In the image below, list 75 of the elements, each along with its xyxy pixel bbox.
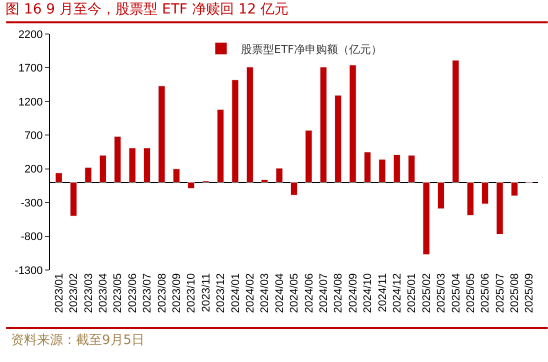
x-tick-label: 2024/04 <box>274 273 286 313</box>
x-tick-label: 2025/06 <box>480 273 492 313</box>
bar <box>55 172 62 183</box>
bar <box>99 155 106 183</box>
y-tick-label: -300 <box>20 197 43 210</box>
chart-title: 图 16 9 月至今，股票型 ETF 净赎回 12 亿元 <box>5 1 289 18</box>
x-tick-label: 2023/04 <box>97 273 110 313</box>
y-tick-label: 200 <box>24 164 43 176</box>
bar <box>290 182 298 196</box>
y-tick-label: -1300 <box>14 264 43 277</box>
y-tick-label: 2200 <box>18 28 43 41</box>
x-tick-label: 2023/01 <box>53 273 66 313</box>
bar <box>172 168 180 183</box>
x-tick-label: 2025/03 <box>436 273 448 313</box>
x-tick-label: 2023/08 <box>156 273 168 313</box>
x-tick-label: 2024/01 <box>230 273 242 313</box>
x-tick-label: 2023/06 <box>126 273 139 313</box>
bar <box>216 109 224 183</box>
bar <box>452 60 460 183</box>
bar <box>378 159 386 183</box>
y-tick-label: 1700 <box>18 62 43 75</box>
x-tick-label: 2025/04 <box>450 273 462 313</box>
x-tick-label: 2023/12 <box>215 273 228 313</box>
bar <box>246 66 254 183</box>
bar <box>261 179 268 183</box>
y-tick-label: -800 <box>20 231 43 244</box>
x-tick-label: 2024/10 <box>362 273 374 313</box>
x-tick-label: 2023/02 <box>68 273 80 313</box>
x-tick-label: 2024/09 <box>347 273 360 313</box>
bar <box>349 64 356 183</box>
x-tick-label: 2024/11 <box>376 273 389 312</box>
y-tick-label: 1200 <box>18 96 43 108</box>
x-tick-label: 2023/07 <box>142 273 154 313</box>
x-tick-label: 2023/09 <box>170 273 183 313</box>
bar <box>466 182 474 216</box>
bar <box>114 136 122 183</box>
bar <box>188 182 195 189</box>
x-tick-label: 2023/03 <box>82 273 95 313</box>
x-tick-label: 2024/06 <box>303 273 316 313</box>
x-tick-label: 2023/10 <box>186 273 198 313</box>
x-tick-label: 2025/08 <box>509 273 522 313</box>
bar <box>232 80 239 183</box>
x-tick-label: 2025/02 <box>420 273 433 313</box>
bar <box>320 66 327 183</box>
x-tick-label: 2024/12 <box>391 273 404 313</box>
legend-label: 股票型ETF净申购额（亿元） <box>241 42 382 56</box>
y-tick-label: 700 <box>24 130 43 142</box>
x-tick-label: 2023/05 <box>112 273 124 313</box>
x-tick-label: 2024/05 <box>288 273 301 313</box>
bar <box>437 182 445 209</box>
bar <box>393 154 400 183</box>
bar <box>482 182 489 204</box>
bar <box>408 155 416 183</box>
bar <box>143 148 151 183</box>
x-tick-label: 2025/01 <box>406 273 418 313</box>
x-tick-label: 2024/02 <box>244 273 256 313</box>
x-tick-label: 2025/09 <box>524 273 536 313</box>
bar <box>70 182 78 216</box>
x-tick-label: 2023/11 <box>200 273 212 312</box>
bar <box>334 95 342 183</box>
text: 资料来源：截至9月5日 <box>11 333 145 348</box>
bar <box>128 148 136 183</box>
x-tick-label: 2025/05 <box>464 273 477 313</box>
bar <box>276 168 283 183</box>
x-tick-label: 2024/07 <box>318 273 330 313</box>
x-tick-label: 2024/08 <box>332 273 345 313</box>
x-tick-label: 2025/07 <box>494 273 506 313</box>
bar <box>510 182 518 196</box>
bar <box>305 130 312 183</box>
bar <box>84 167 92 183</box>
bar <box>422 182 430 255</box>
bar <box>496 182 504 235</box>
bar <box>158 86 166 183</box>
x-tick-label: 2024/03 <box>259 273 272 313</box>
bar <box>364 152 372 183</box>
